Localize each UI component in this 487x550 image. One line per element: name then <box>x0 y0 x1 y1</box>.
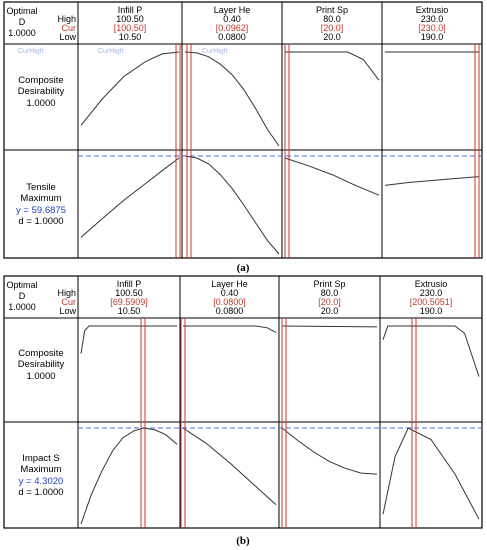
response-value: y = 59.6875 <box>16 205 66 216</box>
response-curve <box>384 176 480 186</box>
row-label-high: High <box>57 288 76 298</box>
factor-name: Extrusio <box>415 279 448 289</box>
factor-low: 0.0800 <box>218 32 246 42</box>
factor-name: Infill P <box>118 5 143 15</box>
factor-low: 20.0 <box>321 306 339 316</box>
row-label-low: Low <box>59 32 76 42</box>
optimal-d-label: D <box>19 291 26 301</box>
factor-name: Layer He <box>211 279 248 289</box>
response-d: d = 1.0000 <box>18 216 63 227</box>
factor-high: 100.50 <box>115 288 143 298</box>
response-curve <box>80 157 180 238</box>
factor-cur: [230.0] <box>418 23 446 33</box>
response-curve <box>184 155 280 255</box>
row-label-low: Low <box>59 306 76 316</box>
factor-name: Infill P <box>117 279 142 289</box>
faint-cur-high-label: CurHigh <box>202 48 228 55</box>
response-label: Composite <box>18 348 63 359</box>
row-label-cur: Cur <box>61 23 76 33</box>
optimal-label: Optimal <box>6 6 37 16</box>
optimal-label: Optimal <box>6 280 37 290</box>
factor-low: 190.0 <box>420 306 443 316</box>
response-label: Impact S <box>22 453 60 464</box>
factor-cur: [200.5051] <box>410 297 453 307</box>
optimal-d-value: 1.0000 <box>8 302 36 312</box>
response-curve <box>284 157 380 196</box>
factor-high: 100.50 <box>116 14 144 24</box>
factor-high: 80.0 <box>321 288 339 298</box>
factor-low: 0.0800 <box>216 306 244 316</box>
figure-caption: (b) <box>236 535 250 547</box>
panel-frame <box>3 275 483 529</box>
factor-high: 230.0 <box>420 288 443 298</box>
response-value: 1.0000 <box>26 98 55 109</box>
factor-name: Print Sp <box>316 5 348 15</box>
factor-cur: [69.5909] <box>110 297 148 307</box>
response-sublabel: Desirability <box>18 359 65 370</box>
row-label-cur: Cur <box>61 297 76 307</box>
figure-caption: (a) <box>237 262 250 274</box>
factor-cur: [20.0] <box>321 23 344 33</box>
optimal-d-value: 1.0000 <box>8 28 36 38</box>
response-curve <box>80 325 177 354</box>
response-label: Tensile <box>26 182 56 193</box>
response-curve <box>382 325 480 377</box>
row-label-high: High <box>57 14 76 24</box>
response-label: Composite <box>18 75 63 86</box>
factor-high: 0.40 <box>221 288 239 298</box>
response-curve <box>182 427 277 506</box>
factor-high: 0.40 <box>223 14 241 24</box>
factor-low: 20.0 <box>323 32 341 42</box>
factor-low: 10.50 <box>119 32 142 42</box>
optimal-d-label: D <box>19 17 26 27</box>
response-curve <box>281 325 378 328</box>
factor-high: 230.0 <box>421 14 444 24</box>
response-curve <box>183 325 277 333</box>
response-sublabel: Desirability <box>18 86 65 97</box>
factor-name: Extrusio <box>416 5 449 15</box>
faint-cur-high-label: CurHigh <box>98 48 124 55</box>
response-value: y = 4.3020 <box>19 476 64 487</box>
response-curve <box>80 51 180 126</box>
response-value: 1.0000 <box>26 371 55 382</box>
panel-frame <box>3 1 483 259</box>
factor-name: Print Sp <box>313 279 345 289</box>
response-sublabel: Maximum <box>20 193 61 204</box>
factor-name: Layer He <box>214 5 251 15</box>
response-curve <box>281 427 378 475</box>
factor-cur: [20.0] <box>318 297 341 307</box>
response-d: d = 1.0000 <box>18 487 63 498</box>
factor-cur: [0.0962] <box>216 23 249 33</box>
factor-cur: [100.50] <box>114 23 147 33</box>
response-curve <box>80 427 178 525</box>
factor-high: 80.0 <box>323 14 341 24</box>
factor-low: 10.50 <box>118 306 141 316</box>
response-sublabel: Maximum <box>20 464 61 475</box>
response-curve <box>184 51 280 147</box>
response-curve <box>382 427 480 520</box>
response-curve <box>285 51 380 81</box>
factor-low: 190.0 <box>421 32 444 42</box>
factor-cur: [0.0800] <box>213 297 246 307</box>
faint-cur-high-label: CurHigh <box>18 48 44 55</box>
